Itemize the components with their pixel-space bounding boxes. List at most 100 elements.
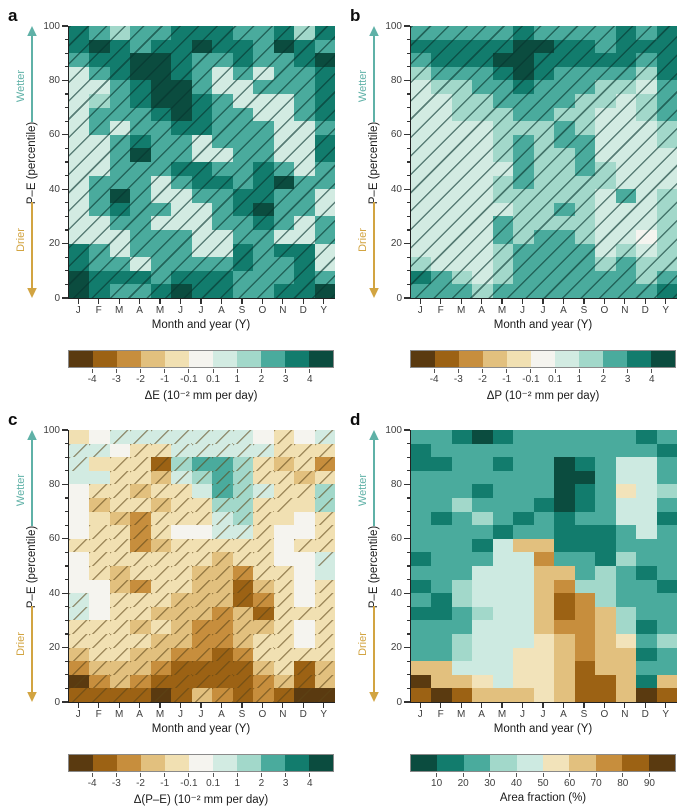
x-tick-label: S: [580, 709, 588, 720]
heatmap-cell: [636, 511, 657, 526]
y-major-tick: [62, 647, 68, 649]
heatmap-cell: [253, 148, 274, 162]
heatmap-cell: [615, 39, 637, 54]
heatmap-cell: [533, 579, 555, 594]
heatmap-cell: [431, 202, 452, 217]
y-tick-label: 20: [48, 238, 60, 250]
x-tick-label: J: [75, 709, 81, 720]
colorbar-segment: [69, 755, 93, 771]
x-axis-title: Month and year (Y): [151, 319, 251, 331]
y-minor-tick: [407, 633, 410, 635]
heatmap-cell: [253, 688, 274, 702]
heatmap-cell: [273, 175, 295, 190]
heatmap-cell: [109, 257, 131, 271]
heatmap-cell: [130, 26, 151, 40]
heatmap-cell: [294, 661, 315, 675]
colorbar-segment: [411, 755, 438, 771]
heatmap-cell: [554, 538, 575, 553]
x-tick: [139, 299, 141, 304]
heatmap-cell: [253, 189, 274, 203]
colorbar-segment: [555, 351, 579, 367]
colorbar-tick-label: -3: [111, 374, 121, 385]
heatmap-cell: [273, 270, 295, 285]
heatmap-cell: [69, 511, 90, 526]
heatmap-cell: [513, 243, 534, 258]
heatmap-cell: [273, 470, 295, 485]
heatmap-cell: [89, 107, 110, 122]
heatmap-cell: [69, 189, 90, 203]
y-major-tick: [404, 592, 410, 594]
heatmap-cell: [69, 593, 90, 607]
heatmap-cell: [431, 107, 452, 122]
heatmap-cell: [472, 270, 493, 285]
heatmap-cell: [431, 634, 452, 648]
heatmap-cell: [273, 134, 295, 149]
heatmap-cell: [472, 511, 493, 526]
heatmap-cell: [69, 661, 90, 675]
heatmap-cell: [314, 647, 335, 662]
heatmap-cell: [411, 430, 432, 444]
heatmap-cell: [431, 457, 452, 471]
y-major-tick: [62, 483, 68, 485]
heatmap-cell: [150, 552, 172, 566]
heatmap-cell: [615, 270, 637, 285]
heatmap-cell: [253, 593, 274, 607]
x-tick-label: J: [417, 709, 423, 720]
heatmap-cell: [109, 498, 131, 512]
heatmap-cell: [431, 175, 452, 190]
heatmap-cell: [492, 593, 514, 607]
heatmap-cell: [615, 620, 637, 634]
colorbar-tick: [436, 773, 438, 777]
y-minor-tick: [65, 660, 68, 662]
x-tick-label: J: [540, 305, 546, 316]
heatmap-cell: [615, 284, 637, 298]
heatmap-cell: [212, 674, 233, 689]
heatmap-cell: [69, 270, 90, 285]
heatmap-cell: [451, 634, 473, 648]
heatmap-cell: [431, 243, 452, 258]
x-axis-title: Month and year (Y): [151, 723, 251, 735]
heatmap-cell: [212, 230, 233, 244]
heatmap-cell: [253, 94, 274, 108]
heatmap-cell: [533, 498, 555, 512]
wetter-label: Wetter: [357, 473, 369, 507]
heatmap-cell: [232, 661, 254, 675]
drier-arrow-icon: [369, 202, 379, 298]
heatmap-cell: [615, 134, 637, 149]
heatmap-cell: [472, 606, 493, 621]
heatmap-cell: [574, 26, 596, 40]
y-minor-tick: [407, 270, 410, 272]
heatmap-cell: [171, 216, 192, 230]
heatmap-cell: [69, 470, 90, 485]
heatmap-cell: [314, 80, 335, 94]
heatmap-cell: [595, 511, 616, 526]
colorbar-segment: [651, 351, 675, 367]
heatmap-cell: [232, 647, 254, 662]
heatmap-cell: [89, 620, 110, 634]
colorbar-tick: [506, 369, 508, 373]
heatmap-cell: [273, 257, 295, 271]
x-tick-label: S: [238, 305, 246, 316]
heatmap-cell: [554, 579, 575, 594]
heatmap-cell: [232, 634, 254, 648]
heatmap-cell: [492, 634, 514, 648]
y-tick-labels: 0 20 40 60 80 100: [380, 425, 406, 708]
heatmap-cell: [411, 579, 432, 594]
heatmap-cell: [533, 606, 555, 621]
y-major-tick: [404, 297, 410, 299]
heatmap-cell: [615, 162, 637, 176]
heatmap-cell: [212, 216, 233, 230]
heatmap-cell: [294, 457, 315, 471]
heatmap-cell: [89, 688, 110, 702]
x-tick-label: J: [198, 305, 204, 316]
heatmap-cell: [472, 579, 493, 594]
heatmap-cell: [595, 66, 616, 81]
colorbar-tick: [140, 369, 142, 373]
y-minor-tick: [407, 565, 410, 567]
y-direction-zone: Wetter P–E (percentile) Drier: [352, 26, 382, 298]
heatmap-cell: [574, 53, 596, 67]
heatmap-cell: [636, 674, 657, 689]
heatmap-cell: [89, 525, 110, 539]
heatmap-cell: [513, 39, 534, 54]
heatmap-cell: [574, 579, 596, 594]
